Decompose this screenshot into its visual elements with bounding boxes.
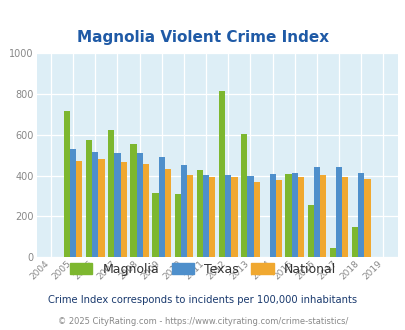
Bar xyxy=(130,144,136,257)
Bar xyxy=(351,227,357,257)
Bar xyxy=(335,167,341,257)
Bar xyxy=(86,140,92,257)
Bar xyxy=(98,159,104,257)
Bar xyxy=(291,173,297,257)
Bar xyxy=(196,170,202,257)
Bar xyxy=(319,175,326,257)
Bar xyxy=(187,175,193,257)
Bar xyxy=(241,134,247,257)
Bar xyxy=(136,153,143,257)
Bar xyxy=(143,164,149,257)
Text: © 2025 CityRating.com - https://www.cityrating.com/crime-statistics/: © 2025 CityRating.com - https://www.city… xyxy=(58,317,347,326)
Bar xyxy=(158,157,164,257)
Bar xyxy=(120,162,126,257)
Bar xyxy=(225,175,231,257)
Bar xyxy=(275,181,281,257)
Bar xyxy=(297,177,303,257)
Bar xyxy=(108,130,114,257)
Bar xyxy=(329,248,335,257)
Bar xyxy=(253,182,259,257)
Bar xyxy=(247,176,253,257)
Bar xyxy=(70,149,76,257)
Bar xyxy=(209,177,215,257)
Bar xyxy=(174,194,180,257)
Bar xyxy=(307,205,313,257)
Bar xyxy=(114,153,120,257)
Text: Crime Index corresponds to incidents per 100,000 inhabitants: Crime Index corresponds to incidents per… xyxy=(48,295,357,305)
Bar xyxy=(64,111,70,257)
Bar xyxy=(231,177,237,257)
Bar xyxy=(202,175,209,257)
Bar xyxy=(218,91,225,257)
Bar xyxy=(152,193,158,257)
Bar xyxy=(269,174,275,257)
Text: Magnolia Violent Crime Index: Magnolia Violent Crime Index xyxy=(77,30,328,45)
Bar xyxy=(164,169,171,257)
Bar xyxy=(357,173,364,257)
Bar xyxy=(180,165,187,257)
Bar xyxy=(364,180,370,257)
Bar xyxy=(313,167,319,257)
Bar xyxy=(76,161,82,257)
Bar xyxy=(285,174,291,257)
Bar xyxy=(341,177,347,257)
Bar xyxy=(92,152,98,257)
Legend: Magnolia, Texas, National: Magnolia, Texas, National xyxy=(70,263,335,276)
